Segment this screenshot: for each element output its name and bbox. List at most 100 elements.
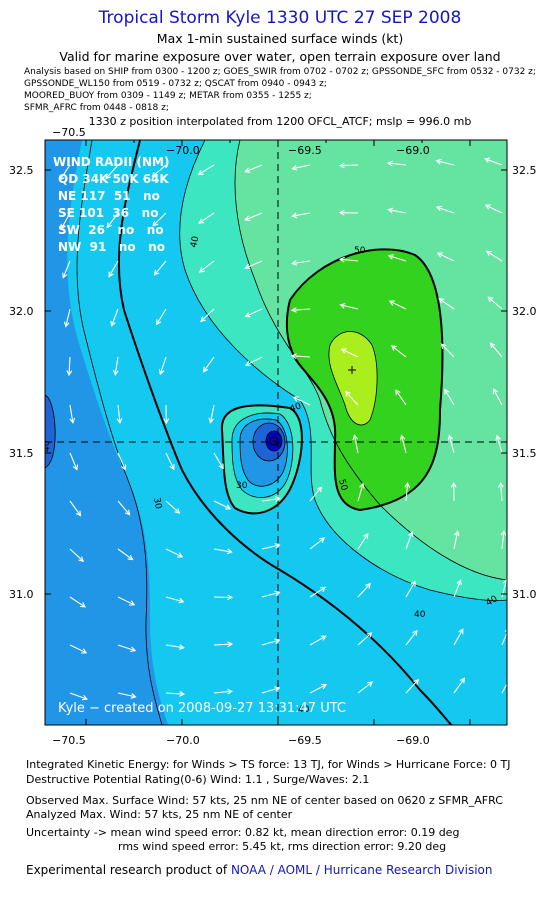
analyzed-max-wind: Analyzed Max. Wind: 57 kts, 25 nm NE of … bbox=[26, 808, 293, 821]
wind-vector-arrow bbox=[444, 389, 455, 406]
wind-vector-arrowhead bbox=[151, 171, 158, 178]
wind-vector-arrowhead bbox=[179, 691, 186, 697]
wind-vector-arrow bbox=[357, 483, 364, 502]
wind-vector-arrowhead bbox=[492, 388, 499, 395]
wind-radii-header: WIND RADII (NM) bbox=[53, 155, 170, 169]
wind-vector-arrow bbox=[154, 260, 167, 276]
wind-vector-arrowhead bbox=[290, 307, 297, 313]
wind-vector-arrowhead bbox=[458, 628, 464, 635]
wind-vector-arrowhead bbox=[274, 638, 281, 644]
isotach-34kt-gale bbox=[117, 140, 453, 725]
wind-vector-arrowhead bbox=[495, 434, 501, 441]
wind-vector-arrowhead bbox=[363, 532, 369, 539]
wind-vector-arrowhead bbox=[367, 681, 374, 687]
wind-vector-arrow bbox=[357, 583, 371, 598]
wind-vector-arrow bbox=[108, 260, 119, 277]
wind-vector-arrow bbox=[389, 300, 407, 310]
wind-vector-arrowhead bbox=[244, 215, 251, 221]
wind-vector-arrowhead bbox=[155, 319, 162, 326]
wind-vector-arrow bbox=[165, 452, 175, 470]
wind-vector-arrowhead bbox=[291, 212, 298, 219]
wind-vector-arrowhead bbox=[504, 629, 507, 632]
wind-vector-arrowhead bbox=[69, 417, 76, 424]
wind-vector-arrowhead bbox=[198, 267, 205, 273]
right-lat-tick: 32.0 bbox=[512, 305, 537, 318]
wind-vector-arrowhead bbox=[218, 463, 224, 470]
map-title: Tropical Storm Kyle 1330 UTC 27 SEP 2008 bbox=[98, 8, 462, 28]
wind-vector-arrowhead bbox=[106, 222, 113, 229]
wind-vector-arrowhead bbox=[198, 218, 205, 224]
wind-vector-arrowhead bbox=[59, 174, 65, 181]
wind-vector-arrowhead bbox=[116, 418, 123, 425]
wind-vector-arrowhead bbox=[453, 530, 460, 537]
isotach-55 bbox=[328, 331, 378, 426]
position-interpolation-note: 1330 z position interpolated from 1200 O… bbox=[88, 115, 472, 128]
wind-radii-row-se: SE 101 36 no bbox=[58, 206, 159, 220]
wind-vector-arrowhead bbox=[158, 369, 165, 376]
wind-vector-arrow bbox=[339, 164, 359, 167]
left-lat-tick: 31.0 bbox=[9, 588, 34, 601]
wind-vector-arrow bbox=[245, 212, 263, 221]
right-lat-tick: 31.0 bbox=[512, 588, 537, 601]
wind-vector-arrow bbox=[65, 308, 71, 327]
wind-vector-arrow bbox=[357, 533, 369, 550]
isotach-50kt bbox=[285, 248, 444, 512]
subtitle-exposure: Valid for marine exposure over water, op… bbox=[59, 49, 501, 64]
top-lon-tick: −70.0 bbox=[166, 144, 200, 157]
isotach-5-center bbox=[265, 430, 283, 452]
wind-vector-arrow bbox=[159, 356, 167, 375]
wind-vector-arrow bbox=[309, 537, 325, 550]
isotach-30-center bbox=[231, 412, 294, 498]
wind-vector-arrow bbox=[198, 212, 215, 224]
wind-vector-arrowhead bbox=[365, 582, 371, 589]
wind-vector-arrow bbox=[293, 396, 311, 406]
product-credit: Experimental research product of NOAA / … bbox=[26, 863, 493, 877]
wind-vector-arrowhead bbox=[352, 434, 359, 441]
isotach-34kt-center bbox=[220, 404, 303, 515]
wind-vector-arrowhead bbox=[338, 209, 345, 216]
wind-vector-arrow bbox=[292, 164, 311, 170]
wind-vector-arrowhead bbox=[291, 165, 298, 171]
wind-vector-arrowhead bbox=[60, 223, 66, 230]
wind-vector-arrow bbox=[213, 690, 232, 694]
wind-vector-arrowhead bbox=[75, 510, 82, 517]
product-prefix: Experimental research product of bbox=[26, 863, 228, 877]
uncertainty-mean: Uncertainty -> mean wind speed error: 0.… bbox=[26, 826, 460, 839]
wind-radii-columns: QD 34K 50K 64K bbox=[58, 172, 169, 186]
wind-vector-arrowhead bbox=[169, 464, 175, 471]
top-lon-tick: −69.5 bbox=[288, 144, 322, 157]
wind-vector-arrowhead bbox=[319, 537, 326, 543]
contour-label: 40 bbox=[189, 235, 201, 249]
max-wind-marker bbox=[348, 366, 356, 374]
wind-vector-arrow bbox=[69, 644, 87, 654]
wind-vector-arrowhead bbox=[387, 207, 394, 214]
wind-vector-arrow bbox=[501, 631, 507, 646]
wind-vector-arrowhead bbox=[410, 580, 416, 587]
wind-vector-arrow bbox=[213, 500, 231, 510]
wind-vector-arrow bbox=[487, 296, 503, 310]
subtitle-wind-type: Max 1-min sustained surface winds (kt) bbox=[156, 31, 404, 46]
wind-vector-arrowhead bbox=[485, 250, 492, 256]
right-lat-tick: 32.5 bbox=[512, 164, 537, 177]
wind-vector-arrowhead bbox=[153, 269, 160, 276]
wind-vector-arrow bbox=[341, 348, 359, 358]
wind-vector-arrowhead bbox=[388, 300, 395, 306]
wind-vector-arrow bbox=[105, 164, 119, 179]
wind-vector-arrow bbox=[340, 304, 359, 310]
wind-vector-arrow bbox=[486, 250, 503, 262]
wind-vector-arrowhead bbox=[208, 417, 215, 424]
wind-vector-arrow bbox=[501, 682, 507, 694]
wind-vector-arrow bbox=[117, 452, 126, 470]
wind-vector-arrowhead bbox=[435, 205, 442, 212]
bottom-lon-tick: −70.0 bbox=[166, 734, 200, 747]
right-lat-tick: 31.5 bbox=[512, 447, 537, 460]
bottom-lon-tick: −69.5 bbox=[288, 734, 322, 747]
wind-vector-arrow bbox=[453, 580, 462, 598]
wind-vector-arrow bbox=[156, 308, 167, 325]
wind-vector-arrow bbox=[292, 260, 311, 265]
hrd-link[interactable]: NOAA / AOML / Hurricane Research Divisio… bbox=[230, 863, 493, 877]
wind-vector-arrowhead bbox=[227, 641, 234, 648]
wind-vector-arrow bbox=[69, 596, 86, 608]
wind-vector-arrow bbox=[209, 404, 215, 423]
wind-vector-arrow bbox=[309, 586, 326, 598]
